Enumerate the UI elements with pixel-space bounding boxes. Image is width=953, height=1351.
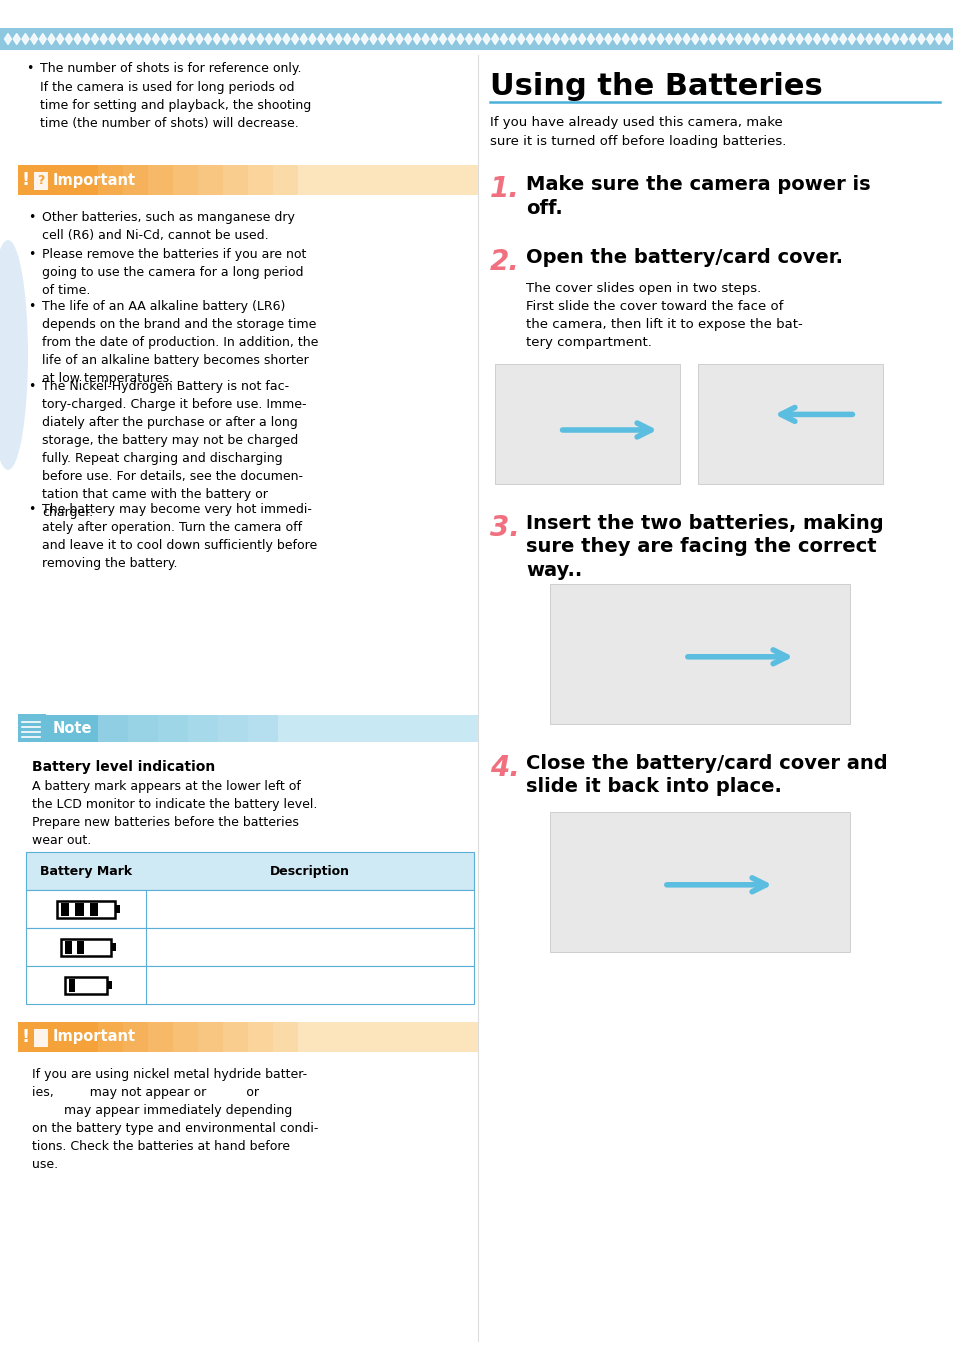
Polygon shape (144, 34, 151, 45)
Polygon shape (30, 34, 37, 45)
Polygon shape (5, 34, 11, 45)
Bar (18, 715, 98, 742)
Polygon shape (569, 34, 577, 45)
Text: Description: Description (270, 865, 350, 878)
Polygon shape (874, 34, 881, 45)
Polygon shape (413, 34, 420, 45)
Polygon shape (908, 34, 915, 45)
Polygon shape (431, 34, 437, 45)
Text: If you have already used this camera, make
sure it is turned off before loading : If you have already used this camera, ma… (490, 116, 785, 149)
Text: •: • (28, 300, 35, 313)
Polygon shape (317, 34, 324, 45)
Polygon shape (587, 34, 594, 45)
Bar (98, 165, 123, 195)
Text: •: • (28, 503, 35, 516)
Text: Open the battery/card cover.: Open the battery/card cover. (525, 249, 842, 267)
Bar (18, 168, 46, 195)
Bar (18, 165, 477, 195)
Polygon shape (213, 34, 220, 45)
Bar (273, 1021, 297, 1052)
Polygon shape (83, 34, 90, 45)
Bar (18, 715, 477, 742)
Polygon shape (256, 34, 264, 45)
Bar (172, 165, 198, 195)
Polygon shape (786, 34, 794, 45)
Polygon shape (292, 34, 298, 45)
Bar (123, 1021, 148, 1052)
Polygon shape (456, 34, 463, 45)
Polygon shape (543, 34, 550, 45)
Polygon shape (509, 34, 516, 45)
Text: Using the Batteries: Using the Batteries (490, 72, 821, 101)
Polygon shape (465, 34, 472, 45)
Polygon shape (421, 34, 429, 45)
Polygon shape (170, 34, 176, 45)
Bar (495, 363, 679, 484)
Polygon shape (657, 34, 663, 45)
Polygon shape (448, 34, 455, 45)
Bar (223, 1021, 248, 1052)
Polygon shape (691, 34, 698, 45)
Text: Battery level indication: Battery level indication (32, 761, 215, 774)
Text: The battery may become very hot immedi-
ately after operation. Turn the camera o: The battery may become very hot immedi- … (42, 503, 317, 570)
Polygon shape (560, 34, 568, 45)
Polygon shape (482, 34, 490, 45)
Polygon shape (352, 34, 359, 45)
Text: Battery Mark: Battery Mark (40, 865, 132, 878)
Bar (26, 852, 474, 890)
Polygon shape (187, 34, 194, 45)
Polygon shape (718, 34, 724, 45)
Polygon shape (265, 34, 273, 45)
Bar (172, 1021, 198, 1052)
Polygon shape (204, 34, 212, 45)
Polygon shape (66, 34, 72, 45)
Polygon shape (752, 34, 759, 45)
Bar (26, 966, 474, 1004)
Polygon shape (395, 34, 402, 45)
Bar (107, 981, 112, 989)
Bar (550, 812, 849, 952)
Polygon shape (891, 34, 898, 45)
Polygon shape (917, 34, 924, 45)
Polygon shape (726, 34, 733, 45)
Polygon shape (135, 34, 142, 45)
Polygon shape (152, 34, 159, 45)
Text: The number of shots is for reference only.
If the camera is used for long period: The number of shots is for reference onl… (40, 62, 311, 131)
Polygon shape (439, 34, 446, 45)
Polygon shape (865, 34, 872, 45)
Polygon shape (222, 34, 229, 45)
Text: !: ! (22, 1028, 30, 1046)
Polygon shape (743, 34, 750, 45)
Bar (18, 1024, 46, 1052)
Bar (34, 1029, 48, 1047)
Bar (198, 1021, 223, 1052)
Bar (61, 939, 111, 955)
Polygon shape (639, 34, 646, 45)
Polygon shape (778, 34, 785, 45)
Bar (65, 940, 71, 954)
Text: The life of an AA alkaline battery (LR6)
depends on the brand and the storage ti: The life of an AA alkaline battery (LR6)… (42, 300, 318, 385)
Polygon shape (300, 34, 307, 45)
Polygon shape (56, 34, 64, 45)
Polygon shape (231, 34, 237, 45)
Polygon shape (39, 34, 47, 45)
Polygon shape (630, 34, 638, 45)
Bar (90, 902, 98, 916)
Text: Note: Note (53, 721, 92, 736)
Bar (57, 901, 115, 917)
Polygon shape (735, 34, 741, 45)
Polygon shape (700, 34, 707, 45)
Polygon shape (839, 34, 846, 45)
Polygon shape (935, 34, 942, 45)
Bar (148, 165, 172, 195)
Text: Close the battery/card cover and
slide it back into place.: Close the battery/card cover and slide i… (525, 754, 886, 797)
Polygon shape (335, 34, 342, 45)
Polygon shape (370, 34, 376, 45)
Bar (115, 905, 120, 913)
Text: •: • (28, 380, 35, 393)
Polygon shape (326, 34, 333, 45)
Text: Make sure the camera power is
off.: Make sure the camera power is off. (525, 176, 870, 218)
Bar (218, 715, 248, 742)
Polygon shape (621, 34, 629, 45)
Text: •: • (26, 62, 33, 76)
